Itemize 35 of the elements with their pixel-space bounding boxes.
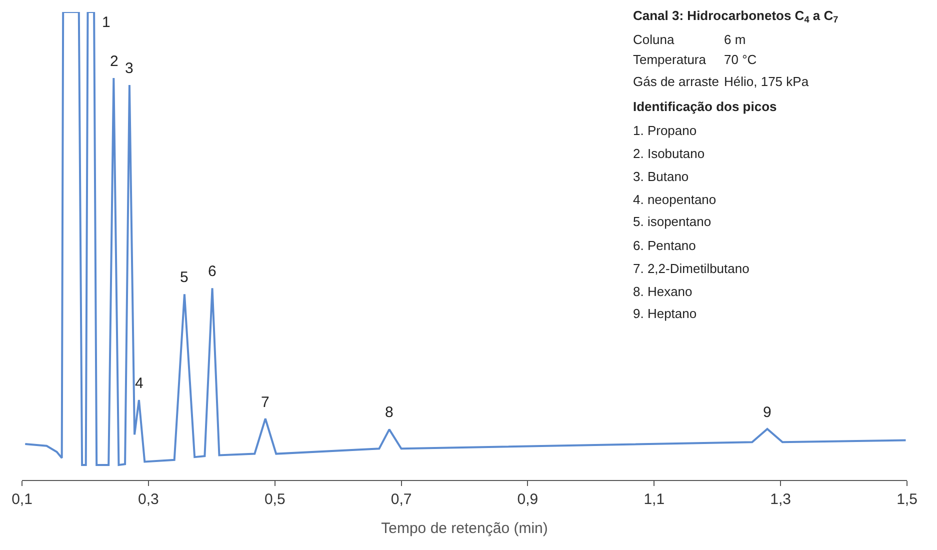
annotation: 3. Butano <box>633 169 689 184</box>
annotation: 5. isopentano <box>633 214 712 229</box>
annotation: 7. 2,2-Dimetilbutano <box>633 261 750 276</box>
annotation: 2. Isobutano <box>633 146 705 161</box>
annotation: Identificação dos picos <box>633 99 777 114</box>
annotation: 7 <box>261 394 270 411</box>
annotation: 6. Pentano <box>633 238 696 253</box>
annotation: 4. neopentano <box>633 192 716 207</box>
annotation: 8 <box>385 404 394 421</box>
annotation: 3 <box>125 60 134 77</box>
annotation: 9 <box>763 404 772 421</box>
x-tick-label: 1,1 <box>644 491 665 508</box>
annotation: Canal 3: Hidrocarbonetos C$_{4}$ a C$_{7}$ <box>633 8 838 25</box>
x-tick-label: 0,5 <box>264 491 286 508</box>
annotation: 2 <box>110 53 118 70</box>
x-tick-label: 1,5 <box>896 491 918 508</box>
annotation: 70 °C <box>724 52 757 67</box>
annotation: 6 <box>208 263 216 280</box>
annotation: 4 <box>135 375 144 392</box>
x-tick-label: 0,1 <box>12 491 32 508</box>
x-axis-title: Tempo de retenção (min) <box>381 520 548 537</box>
annotation: 5 <box>180 269 188 286</box>
x-tick-label: 0,3 <box>138 491 159 508</box>
annotation: Gás de arraste <box>633 74 719 89</box>
annotation: Temperatura <box>633 52 707 67</box>
annotation: 6 m <box>724 32 746 47</box>
annotation: Coluna <box>633 32 675 47</box>
annotation: 1 <box>102 14 110 31</box>
annotation: 8. Hexano <box>633 284 692 299</box>
x-tick-label: 0,9 <box>517 491 538 508</box>
x-tick-label: 1,3 <box>770 491 791 508</box>
x-tick-label: 0,7 <box>390 491 412 508</box>
annotation: 9. Heptano <box>633 306 697 321</box>
annotation: 1. Propano <box>633 123 697 138</box>
annotation: Hélio, 175 kPa <box>724 74 810 89</box>
